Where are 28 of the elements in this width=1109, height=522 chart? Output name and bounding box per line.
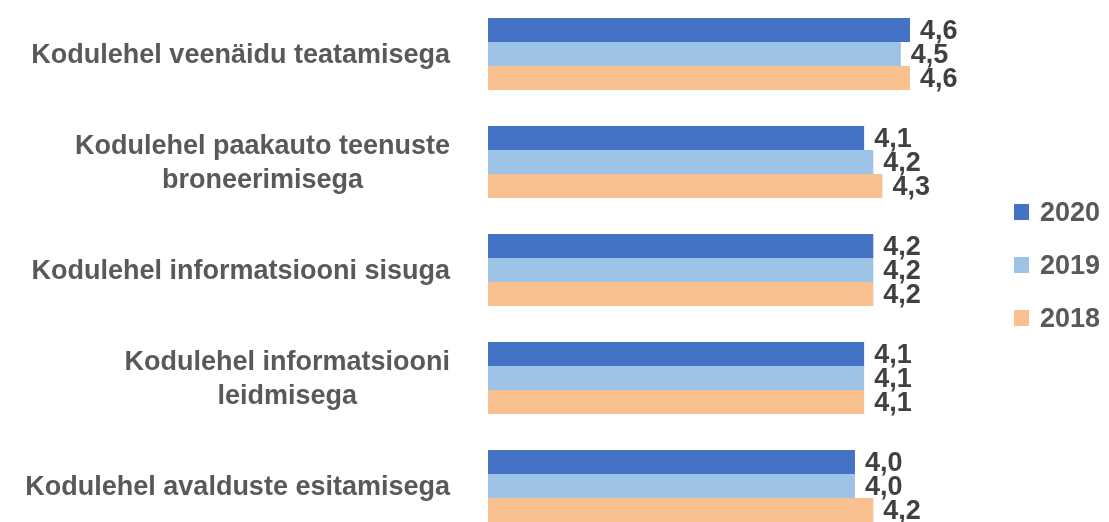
y-tick-label: Kodulehel paakauto teenuste broneerimisega	[74, 130, 450, 194]
y-tick-label: Kodulehel veenäidu teatamisega	[31, 39, 451, 69]
bar	[488, 126, 865, 150]
bar	[488, 450, 855, 474]
legend-label: 2019	[1039, 249, 1100, 281]
data-label: 4,1	[874, 339, 912, 369]
y-tick-label: Kodulehel informatsiooni sisuga	[31, 255, 451, 285]
data-label: 4,1	[874, 123, 912, 153]
legend-label: 2018	[1039, 302, 1100, 334]
bar	[488, 474, 855, 498]
bar	[488, 42, 901, 66]
bar	[488, 282, 874, 306]
bar	[488, 174, 883, 198]
bar	[488, 66, 910, 90]
data-label: 4,2	[883, 231, 921, 261]
bar	[488, 258, 874, 282]
bar	[488, 342, 865, 366]
data-label: 4,6	[920, 15, 958, 45]
bar	[488, 234, 874, 258]
data-label: 4,0	[864, 447, 903, 477]
bar	[488, 498, 874, 522]
y-tick-label: Kodulehel informatsiooni leidmisega	[124, 346, 451, 410]
legend-label: 2020	[1039, 196, 1100, 228]
y-tick-label: Kodulehel avalduste esitamisega	[25, 471, 451, 501]
bar	[488, 150, 874, 174]
bar	[488, 18, 910, 42]
bar	[488, 366, 865, 390]
bar	[488, 390, 865, 414]
